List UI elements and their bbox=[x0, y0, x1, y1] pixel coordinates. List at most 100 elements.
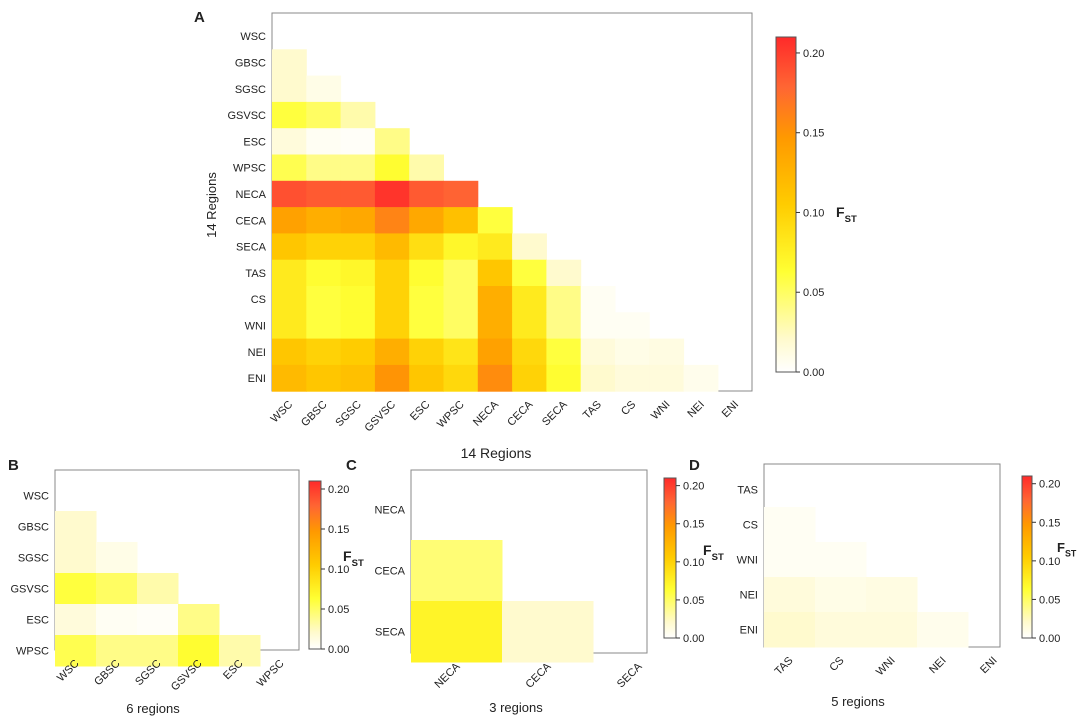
heatmap-cell-nei-tas bbox=[764, 577, 816, 613]
heatmap-cell-neca-gsvsc bbox=[374, 180, 410, 208]
y-tick-label: WSC bbox=[23, 491, 49, 503]
heatmap-cell-nei-cs bbox=[815, 577, 867, 613]
heatmap-cell-seca-sgsc bbox=[340, 233, 376, 261]
x-tick-label: CS bbox=[827, 655, 846, 674]
x-tick-label: TAS bbox=[581, 399, 604, 422]
x-tick-label: NEI bbox=[685, 399, 706, 420]
heatmap-cell-eni-cs bbox=[815, 612, 867, 648]
heatmap-cell-nei-esc bbox=[409, 338, 444, 366]
heatmap-cell-nei-gbsc bbox=[306, 338, 342, 366]
color-scale-bar bbox=[308, 480, 322, 650]
heatmap-cell-nei-cs bbox=[615, 338, 650, 366]
heatmap-cell-cs-wsc bbox=[272, 286, 307, 313]
color-scale-bar bbox=[663, 477, 677, 639]
heatmap-cell-eni-sgsc bbox=[340, 364, 376, 392]
legend-title-fst: F bbox=[836, 204, 845, 220]
heatmap-cell-wpsc-esc bbox=[409, 154, 444, 182]
heatmap-cell-nei-wpsc bbox=[443, 338, 479, 366]
heatmap-cell-ceca-esc bbox=[409, 207, 444, 234]
y-tick-label: ESC bbox=[243, 136, 266, 148]
panel-c: NECA CECA SECA NECA CECA SECA 0.00 0.05 0.10 0.15… bbox=[374, 469, 724, 691]
y-tick-label: WNI bbox=[245, 320, 266, 332]
heatmap-cell-tas-wpsc bbox=[443, 259, 479, 287]
heatmap-cell-seca-wpsc bbox=[443, 233, 479, 261]
heatmap-cell-nei-neca bbox=[477, 338, 513, 366]
heatmap-cell-wpsc-gbsc bbox=[306, 154, 342, 182]
heatmap-cell-wpsc-gbsc bbox=[96, 635, 138, 667]
y-tick-label: GSVSC bbox=[227, 110, 266, 122]
color-scale-tick-label: 0.10 bbox=[1039, 556, 1060, 568]
heatmap-cell-eni-seca bbox=[546, 364, 582, 392]
heatmap-cell-ceca-wsc bbox=[272, 207, 307, 234]
heatmap-cell-cs-ceca bbox=[512, 286, 547, 313]
heatmap-cell-cs-tas bbox=[764, 507, 816, 543]
y-tick-label: WPSC bbox=[16, 646, 49, 658]
legend-title-fst: F bbox=[1057, 540, 1065, 555]
heatmap-cell-eni-gbsc bbox=[306, 364, 342, 392]
x-tick-label: CECA bbox=[524, 660, 555, 691]
heatmap-cell-seca-gsvsc bbox=[374, 233, 410, 261]
heatmap-cell-nei-tas bbox=[580, 338, 616, 366]
heatmap-cell-ceca-wpsc bbox=[443, 207, 479, 234]
heatmap-cell-eni-gsvsc bbox=[374, 364, 410, 392]
color-scale-tick-label: 0.20 bbox=[683, 481, 704, 493]
y-tick-label: WPSC bbox=[233, 163, 266, 175]
heatmap-cell-wni-seca bbox=[546, 312, 582, 340]
panel-b-xlabel: 6 regions bbox=[126, 701, 180, 716]
color-scale-tick-label: 0.15 bbox=[328, 524, 349, 536]
y-tick-label: NECA bbox=[374, 505, 405, 517]
color-scale-tick-label: 0.15 bbox=[803, 128, 824, 140]
y-tick-label: CECA bbox=[374, 566, 405, 578]
x-tick-label: WNI bbox=[649, 399, 673, 423]
x-tick-label: SECA bbox=[615, 660, 645, 690]
y-tick-label: CS bbox=[251, 294, 266, 306]
heatmap-cell-esc-sgsc bbox=[137, 604, 179, 636]
y-tick-label: ESC bbox=[26, 615, 49, 627]
y-tick-label: GSVSC bbox=[10, 584, 49, 596]
heatmap-cell-tas-ceca bbox=[512, 259, 547, 287]
legend-title-fst-subscript: ST bbox=[1065, 549, 1077, 559]
x-tick-label: WSC bbox=[269, 399, 296, 426]
heatmap-cell-eni-wpsc bbox=[443, 364, 479, 392]
heatmap-cell-eni-wsc bbox=[272, 364, 307, 392]
x-tick-label: ENI bbox=[720, 399, 741, 420]
y-tick-label: SGSC bbox=[235, 84, 266, 96]
x-tick-label: NEI bbox=[927, 655, 948, 676]
y-tick-label: GBSC bbox=[18, 522, 49, 534]
x-tick-label: CS bbox=[619, 399, 638, 418]
heatmap-cell-esc-wsc bbox=[55, 604, 97, 636]
x-tick-label: GSVSC bbox=[362, 399, 398, 435]
x-tick-label: ESC bbox=[408, 399, 433, 424]
y-tick-label: NECA bbox=[235, 189, 266, 201]
heatmap-cell-eni-esc bbox=[409, 364, 444, 392]
heatmap-cell-esc-gbsc bbox=[96, 604, 138, 636]
heatmap-cell-sgsc-gbsc bbox=[96, 542, 138, 574]
y-tick-label: TAS bbox=[737, 485, 758, 497]
heatmap-cell-neca-wsc bbox=[272, 180, 307, 208]
heatmap-cell-eni-nei bbox=[683, 364, 719, 392]
heatmap-cell-nei-ceca bbox=[512, 338, 547, 366]
heatmap-cell-sgsc-gbsc bbox=[306, 75, 342, 103]
heatmap-cell-seca-ceca bbox=[502, 601, 594, 663]
heatmap-cell-sgsc-wsc bbox=[272, 75, 307, 103]
color-scale-tick-label: 0.00 bbox=[803, 367, 824, 379]
heatmap-cell-wpsc-sgsc bbox=[137, 635, 179, 667]
heatmap-cell-cs-seca bbox=[546, 286, 582, 313]
heatmap-cell-gsvsc-sgsc bbox=[137, 573, 179, 605]
y-tick-label: NEI bbox=[740, 590, 758, 602]
y-tick-label: NEI bbox=[248, 347, 266, 359]
heatmap-cell-ceca-neca bbox=[411, 540, 503, 602]
heatmap-cell-seca-neca bbox=[477, 233, 513, 261]
heatmap-cell-cs-gsvsc bbox=[374, 286, 410, 313]
heatmap-cell-wni-cs bbox=[615, 312, 650, 340]
panel-c-xlabel: 3 regions bbox=[489, 700, 543, 715]
heatmap-cell-ceca-gsvsc bbox=[374, 207, 410, 234]
heatmap-cell-seca-neca bbox=[411, 601, 503, 663]
legend-title-fst: F bbox=[703, 542, 712, 558]
heatmap-cell-tas-gsvsc bbox=[374, 259, 410, 287]
heatmap-cell-wpsc-gsvsc bbox=[178, 635, 220, 667]
heatmap-cell-sgsc-wsc bbox=[55, 542, 97, 574]
heatmap-cell-tas-seca bbox=[546, 259, 582, 287]
heatmap-cell-tas-gbsc bbox=[306, 259, 342, 287]
heatmap-cell-cs-wpsc bbox=[443, 286, 479, 313]
